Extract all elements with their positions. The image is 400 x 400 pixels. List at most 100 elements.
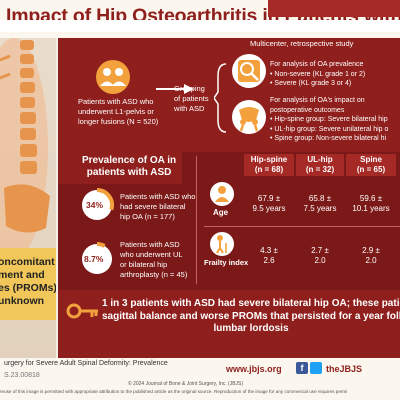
row-label-frailty: Frailty index — [204, 258, 249, 267]
age-person-icon — [210, 182, 234, 206]
oa-impact-item: • Hip-spine group: Severe bilateral hip — [270, 116, 388, 123]
cell-line: 2.6 — [263, 256, 275, 265]
spine-illustration — [0, 38, 50, 248]
table-cell: 4.3 ± 2.6 — [244, 246, 294, 266]
section-divider — [196, 156, 197, 284]
col-header-line: (n = 65) — [356, 165, 386, 174]
patients-text: Patients with ASD who underwent L1-pelvi… — [78, 97, 158, 127]
footer-license-band — [0, 20, 400, 32]
study-label: Multicenter, retrospective study — [250, 39, 354, 48]
grouping-line: of patients — [174, 94, 209, 103]
table-cell: 65.8 ± 7.5 years — [296, 194, 344, 214]
table-cell: 59.6 ± 10.1 years — [346, 194, 396, 214]
side-note-line: es (PROMs) — [0, 282, 56, 294]
cell-line: 59.6 ± — [359, 194, 383, 203]
study-design-panel — [58, 38, 400, 152]
cell-line: 2.7 ± — [311, 246, 329, 255]
stat-34-pct: 34% — [86, 200, 104, 210]
oa-impact-text: For analysis of OA's impact on postopera… — [270, 96, 388, 144]
col-header-line: (n = 32) — [305, 165, 335, 174]
grouping-line: Grouping — [174, 84, 205, 93]
footer-citation: urgery for Severe Adult Spinal Deformity… — [4, 360, 168, 367]
table-col-head — [296, 154, 344, 176]
stat-8-7-ring — [82, 242, 112, 274]
stat-line: or bilateral hip — [120, 260, 168, 269]
side-note-line: unknown — [0, 295, 45, 307]
side-note: oncomitant ment and es (PROMs) unknown — [0, 248, 56, 320]
cell-line: 9.5 years — [252, 204, 286, 213]
key-icon — [66, 303, 98, 319]
patients-icon — [96, 60, 130, 94]
cell-line: 4.3 ± — [260, 246, 278, 255]
row-label-age: Age — [213, 208, 229, 217]
oa-prevalence-heading: For analysis of OA prevalence — [270, 61, 364, 68]
col-header-line: Hip-spine — [250, 155, 288, 164]
footer-copyright: © 2024 Journal of Bone & Joint Surgery, … — [128, 381, 244, 387]
stat-line: hip OA (n = 177) — [120, 212, 175, 221]
row-divider — [204, 226, 400, 227]
conclusion-line: lumbar lordosis — [213, 323, 289, 334]
footer-license: reuse of this image is permitted with ap… — [0, 389, 348, 394]
cell-line: 2.0 — [365, 256, 377, 265]
oa-impact-heading: postoperative outcomes — [270, 106, 345, 114]
patients-line: Patients with ASD who — [78, 97, 154, 106]
cell-line: 7.5 years — [303, 204, 337, 213]
stat-8-7-pct: 8.7% — [84, 254, 104, 264]
stat-line: who underwent UL — [120, 250, 183, 259]
col-header-line: (n = 68) — [254, 165, 284, 174]
stat-line: Patients with ASD who — [120, 192, 196, 201]
oa-prevalence-item: • Severe (KL grade 3 or 4) — [270, 80, 352, 87]
side-note-line: oncomitant — [0, 256, 55, 268]
table-col-header-spine: Spine (n = 65) — [346, 155, 396, 175]
grouping-text: Grouping of patients with ASD — [174, 84, 209, 114]
twitter-icon[interactable] — [310, 362, 322, 374]
conclusion-line: sagittal balance and worse PROMs that pe… — [102, 310, 400, 322]
prevalence-heading-line: patients with ASD — [86, 167, 172, 178]
footer — [0, 358, 400, 400]
conclusion-line: 1 in 3 patients with ASD had severe bila… — [102, 298, 400, 309]
table-cell: 2.7 ± 2.0 — [296, 246, 344, 266]
bracket-divider — [214, 63, 227, 133]
patients-line: underwent L1-pelvis or — [78, 107, 154, 116]
cell-line: 67.9 ± — [257, 194, 281, 203]
oa-prevalence-item: • Non-severe (KL grade 1 or 2) — [270, 70, 366, 78]
cane-icon — [210, 232, 234, 256]
table-col-head — [244, 154, 294, 176]
cell-line: 10.1 years — [352, 204, 390, 213]
prevalence-heading: Prevalence of OA in patients with ASD — [82, 155, 176, 179]
patients-line: longer fusions (N = 520) — [78, 117, 159, 126]
facebook-icon[interactable]: f — [296, 362, 308, 374]
side-note-line: ment and — [0, 269, 45, 281]
table-col-head — [346, 154, 396, 176]
footer-social-handle[interactable]: theJBJS — [326, 364, 363, 374]
stat-line: arthroplasty (n = 45) — [120, 270, 188, 279]
cell-line: 2.0 — [314, 256, 326, 265]
stat-line: had severe bilateral — [120, 202, 186, 211]
conclusion-text: 1 in 3 patients with ASD had severe bila… — [102, 298, 400, 336]
footer-doi: S.23.00818 — [4, 372, 40, 379]
stat-line: Patients with ASD — [120, 240, 180, 249]
table-cell: 67.9 ± 9.5 years — [244, 194, 294, 214]
table-col-header-hip-spine: Hip-spine (n = 68) — [244, 155, 294, 175]
arrow-right-icon — [156, 84, 194, 94]
prevalence-heading-line: Prevalence of OA in — [82, 155, 177, 166]
table-cell: 2.9 ± 2.0 — [346, 246, 396, 266]
oa-impact-item: • Spine group: Non-severe bilateral hi — [270, 135, 387, 142]
stat-8-7-text: Patients with ASD who underwent UL or bi… — [120, 240, 187, 280]
stat-34-ring — [82, 188, 114, 220]
stat-34-text: Patients with ASD who had severe bilater… — [120, 192, 195, 222]
grouping-line: with ASD — [174, 104, 205, 113]
oa-impact-heading: For analysis of OA's impact on — [270, 97, 365, 104]
col-header-line: Spine — [360, 155, 382, 164]
xray-search-icon — [232, 54, 266, 88]
hip-joint-icon — [232, 100, 266, 134]
left-column: oncomitant ment and es (PROMs) unknown — [0, 38, 56, 358]
oa-prevalence-text: For analysis of OA prevalence • Non-seve… — [270, 60, 365, 89]
cell-line: 65.8 ± — [308, 194, 332, 203]
footer-site-link[interactable]: www.jbjs.org — [226, 364, 282, 374]
oa-impact-item: • UL-hip group: Severe unilateral hip o — [270, 125, 389, 133]
cell-line: 2.9 ± — [362, 246, 380, 255]
prevalence-heading-box — [58, 152, 182, 184]
table-col-header-ul-hip: UL-hip (n = 32) — [296, 155, 344, 175]
col-header-line: UL-hip — [307, 155, 333, 164]
